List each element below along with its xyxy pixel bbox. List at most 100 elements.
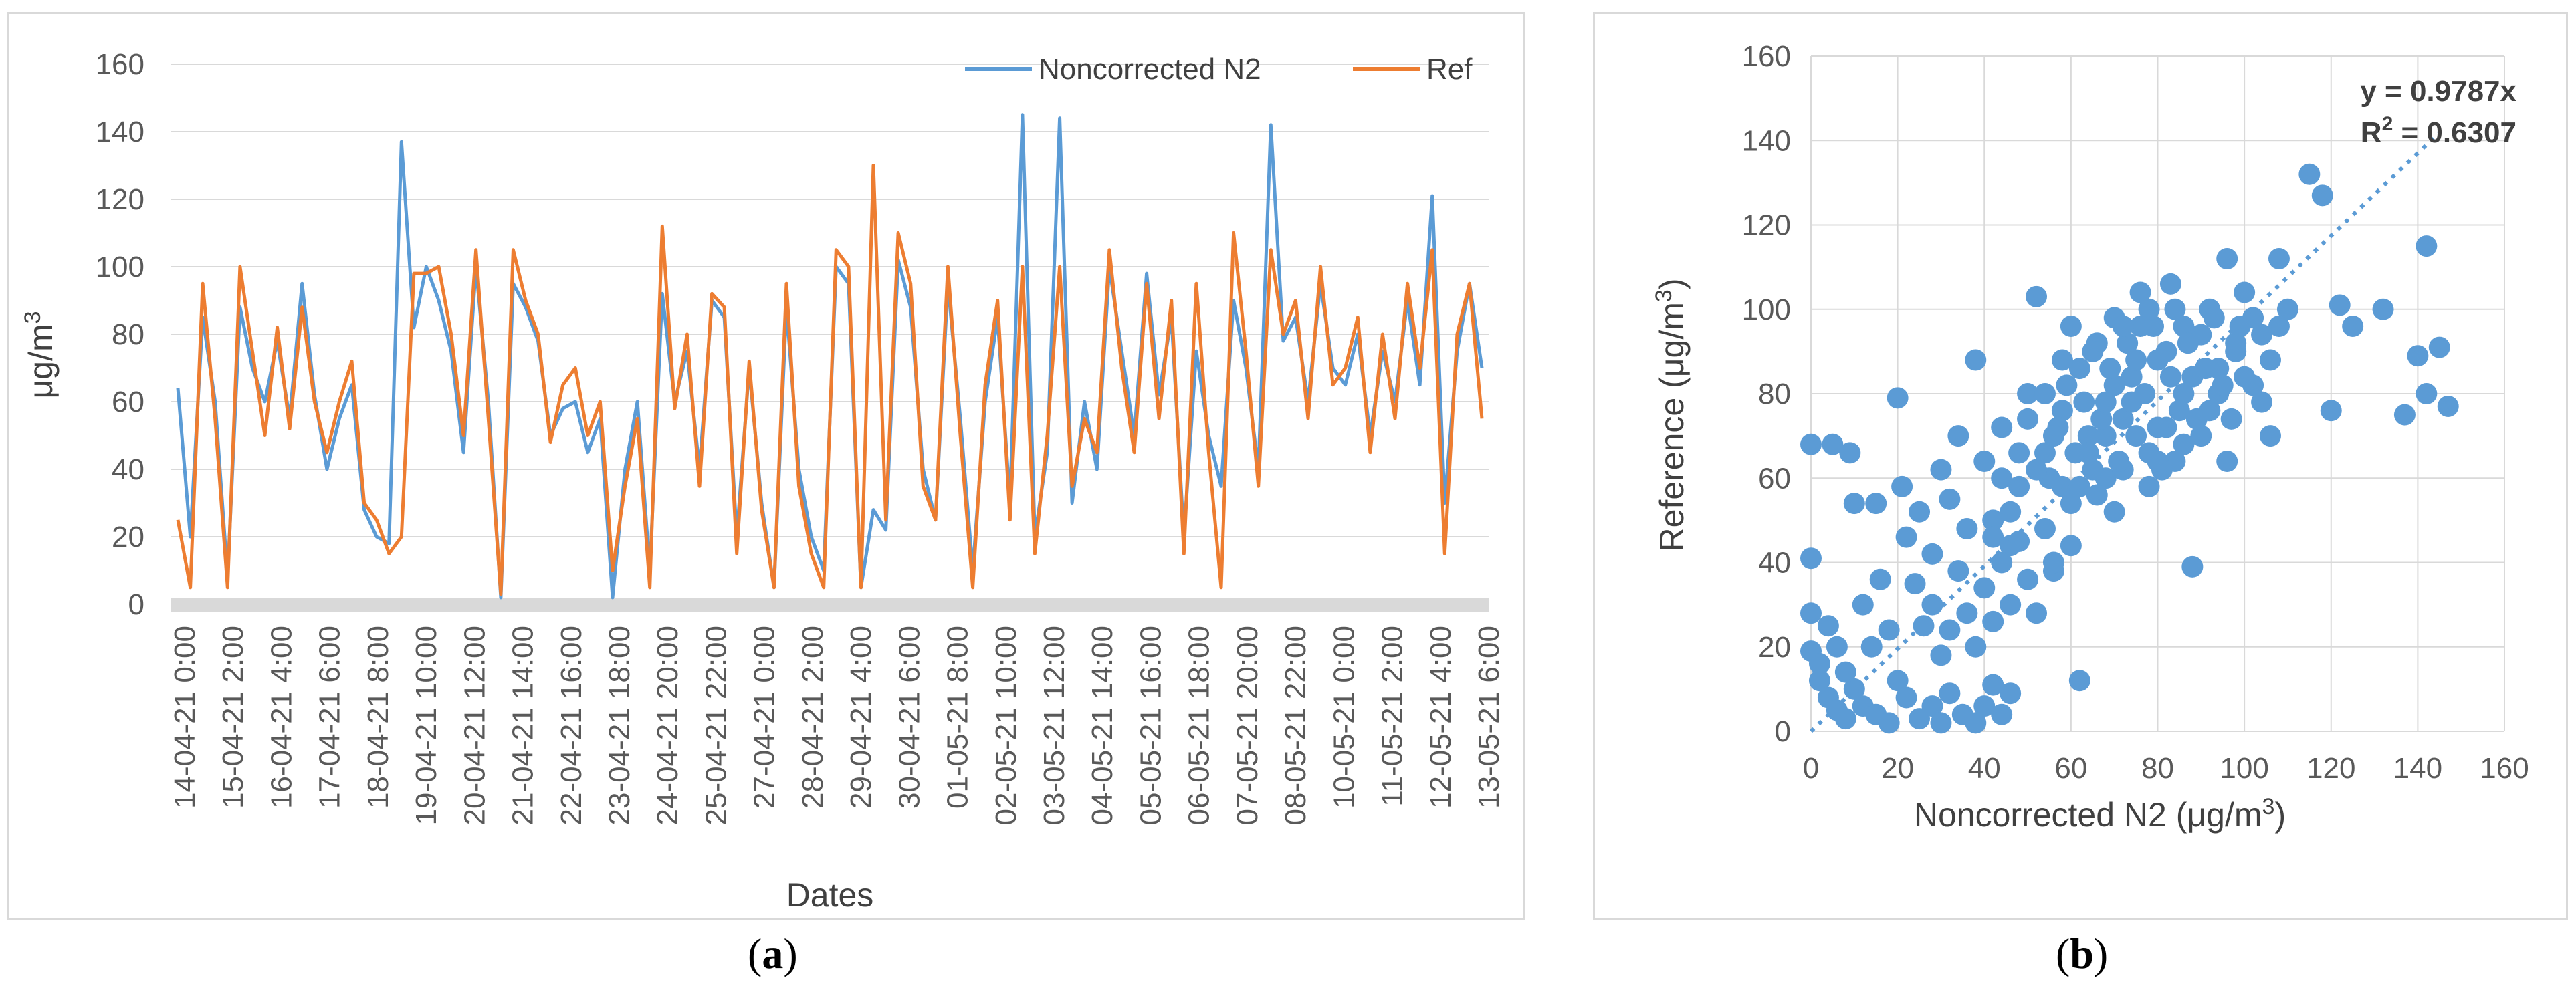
scatter-point bbox=[1991, 703, 2013, 725]
scatter-point bbox=[2143, 316, 2165, 337]
series-line-noncorrected bbox=[176, 113, 1484, 600]
legend-label-noncorrected: Noncorrected N2 bbox=[1039, 53, 1261, 86]
scatter-point bbox=[2407, 345, 2429, 367]
scatter-point bbox=[2103, 374, 2125, 396]
scatter-point bbox=[2168, 400, 2190, 422]
x-tick-label: 29-04-21 4:00 bbox=[845, 626, 877, 809]
scatter-point bbox=[2298, 163, 2321, 185]
scatter-point bbox=[1887, 387, 1909, 409]
x-tick-label: 10-05-21 0:00 bbox=[1327, 626, 1360, 809]
y-tick-label: 160 bbox=[96, 48, 144, 81]
scatter-point bbox=[2185, 408, 2208, 430]
y-tick-label: 20 bbox=[1758, 631, 1791, 664]
scatter-point bbox=[2164, 298, 2186, 320]
scatter-point bbox=[2260, 349, 2282, 371]
scatter-point bbox=[2008, 530, 2030, 552]
scatter-point bbox=[1808, 670, 1830, 692]
scatter-point bbox=[2060, 316, 2082, 337]
scatter-point bbox=[1939, 488, 1961, 510]
y-tick-label: 0 bbox=[128, 588, 144, 621]
scatter-point bbox=[2099, 358, 2121, 380]
scatter-point bbox=[2203, 307, 2225, 329]
scatter-point bbox=[2056, 374, 2078, 396]
scatter-point bbox=[2121, 366, 2143, 388]
scatter-point bbox=[1991, 416, 2013, 438]
scatter-point bbox=[1930, 644, 1952, 666]
scatter-chart-panel: 0 20 40 60 80 100 120 140 160 0 20 40 60 80 100 120 140… bbox=[1593, 12, 2568, 920]
x-tick-label: 17-04-21 6:00 bbox=[314, 626, 346, 809]
scatter-point bbox=[2042, 425, 2064, 447]
scatter-point bbox=[2437, 395, 2459, 417]
scatter-point bbox=[2008, 475, 2030, 497]
scatter-point bbox=[2138, 475, 2160, 497]
x-tick-label: 11-05-21 2:00 bbox=[1376, 626, 1409, 807]
scatter-point bbox=[2173, 316, 2195, 337]
scatter-point bbox=[2026, 285, 2048, 307]
x-tick-label: 20-04-21 12:00 bbox=[458, 626, 491, 825]
caption-a: (a) bbox=[748, 930, 798, 977]
scatter-point bbox=[2064, 442, 2086, 464]
scatter-point bbox=[1817, 615, 1839, 637]
x-tick-label: 01-05-21 8:00 bbox=[942, 626, 974, 809]
scatter-point bbox=[2276, 298, 2298, 320]
scatter-point bbox=[2260, 425, 2282, 447]
x-tick-label: 22-04-21 16:00 bbox=[555, 626, 588, 825]
x-tick-label: 30-04-21 6:00 bbox=[893, 626, 926, 809]
scatter-point bbox=[2000, 501, 2022, 523]
scatter-point bbox=[2017, 408, 2039, 430]
y-tick-label: 100 bbox=[96, 251, 144, 283]
scatter-point bbox=[2112, 316, 2134, 337]
x-tick-label: 15-04-21 2:00 bbox=[217, 626, 249, 809]
scatter-point bbox=[1991, 551, 2013, 574]
x-tick-label: 02-05-21 10:00 bbox=[990, 626, 1023, 825]
scatter-point bbox=[2234, 366, 2256, 388]
scatter-point bbox=[2034, 442, 2056, 464]
r-squared-value: R2 = 0.6307 bbox=[2361, 113, 2516, 149]
scatter-point bbox=[2190, 425, 2212, 447]
scatter-point bbox=[2147, 451, 2169, 472]
y-tick-label: 20 bbox=[112, 521, 144, 553]
x-tick-label: 160 bbox=[2480, 752, 2529, 785]
scatter-point bbox=[2234, 281, 2256, 303]
y-tick-label: 120 bbox=[96, 183, 144, 216]
x-tick-label: 18-04-21 8:00 bbox=[362, 626, 395, 809]
scatter-point bbox=[1904, 573, 1926, 595]
y-tick-label: 160 bbox=[1742, 40, 1791, 73]
scatter-point bbox=[1852, 594, 1874, 616]
scatter-point bbox=[2077, 425, 2099, 447]
x-tick-label: 04-05-21 14:00 bbox=[1086, 626, 1119, 825]
x-tick-label: 120 bbox=[2306, 752, 2355, 785]
scatter-point bbox=[2320, 400, 2342, 422]
scatter-point bbox=[2159, 366, 2181, 388]
y-tick-label: 40 bbox=[112, 453, 144, 486]
x-tick-label: 07-05-21 20:00 bbox=[1231, 626, 1264, 825]
x-tick-label: 27-04-21 0:00 bbox=[748, 626, 781, 809]
x-tick-label: 40 bbox=[1968, 752, 2001, 785]
scatter-point bbox=[2181, 555, 2204, 578]
scatter-point bbox=[1800, 602, 1822, 624]
scatter-point bbox=[2229, 316, 2251, 337]
scatter-point bbox=[1834, 661, 1856, 683]
scatter-point bbox=[2026, 602, 2048, 624]
scatter-point bbox=[1800, 433, 1822, 455]
scatter-point bbox=[1973, 577, 1996, 599]
scatter-point bbox=[2393, 404, 2416, 426]
scatter-point bbox=[1939, 619, 1961, 641]
scatter-point bbox=[1808, 653, 1830, 674]
x-axis-title: Dates bbox=[786, 876, 874, 914]
scatter-point bbox=[2034, 383, 2056, 404]
scatter-point bbox=[2194, 358, 2216, 380]
scatter-point bbox=[1965, 636, 1987, 658]
scatter-point bbox=[1947, 560, 1969, 582]
scatter-point bbox=[2225, 332, 2247, 354]
scatter-point bbox=[2000, 682, 2022, 705]
scatter-point bbox=[2082, 459, 2104, 481]
series-line-ref bbox=[176, 164, 1484, 596]
scatter-point bbox=[2251, 324, 2273, 346]
scatter-point bbox=[2155, 340, 2177, 362]
scatter-point bbox=[1826, 636, 1848, 658]
scatter-point bbox=[2042, 551, 2064, 574]
y-tick-label: 40 bbox=[1758, 547, 1791, 580]
x-axis-title: Noncorrected N2 (μg/m3) bbox=[1914, 794, 2286, 834]
scatter-point bbox=[2134, 383, 2156, 404]
